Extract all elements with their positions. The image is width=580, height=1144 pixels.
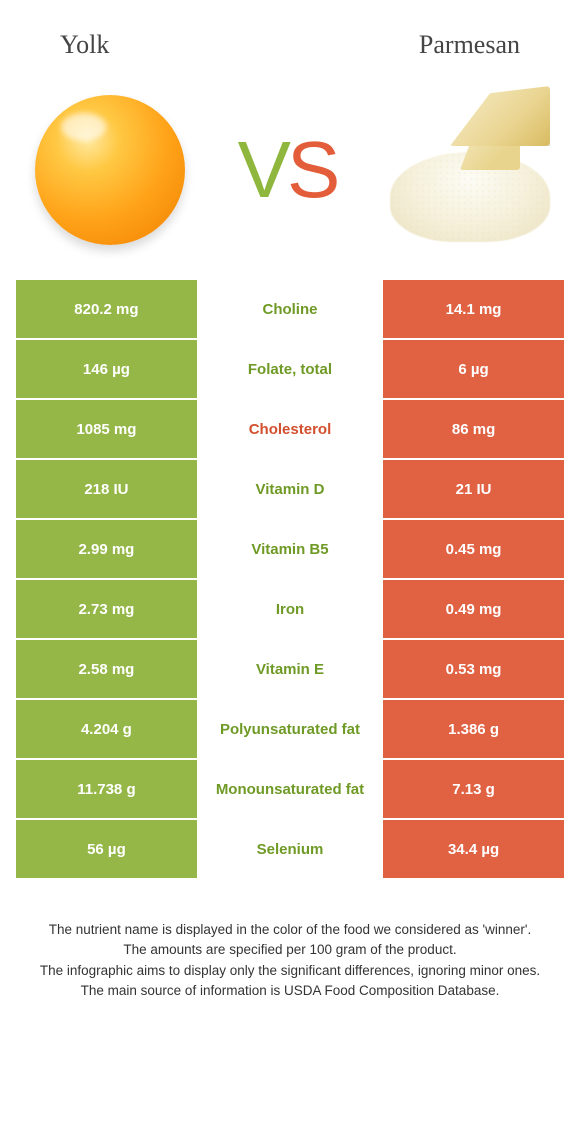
nutrient-name: Selenium [197, 820, 383, 878]
left-value: 146 µg [16, 340, 197, 398]
table-row: 146 µgFolate, total6 µg [16, 340, 564, 398]
vs-label: VS [238, 124, 343, 216]
left-value: 56 µg [16, 820, 197, 878]
left-value: 218 IU [16, 460, 197, 518]
left-food-title: Yolk [60, 30, 290, 60]
right-value: 1.386 g [383, 700, 564, 758]
nutrient-name: Vitamin E [197, 640, 383, 698]
vs-s-letter: S [287, 124, 342, 216]
vs-v-letter: V [238, 124, 293, 216]
left-value: 2.58 mg [16, 640, 197, 698]
table-row: 56 µgSelenium34.4 µg [16, 820, 564, 878]
table-row: 2.73 mgIron0.49 mg [16, 580, 564, 638]
header: Yolk Parmesan [0, 0, 580, 70]
left-value: 1085 mg [16, 400, 197, 458]
right-value: 0.49 mg [383, 580, 564, 638]
footnotes: The nutrient name is displayed in the co… [0, 880, 580, 1001]
table-row: 4.204 gPolyunsaturated fat1.386 g [16, 700, 564, 758]
footnote-line: The nutrient name is displayed in the co… [30, 920, 550, 940]
table-row: 11.738 gMonounsaturated fat7.13 g [16, 760, 564, 818]
nutrient-name: Monounsaturated fat [197, 760, 383, 818]
comparison-images: VS [0, 70, 580, 280]
table-row: 2.58 mgVitamin E0.53 mg [16, 640, 564, 698]
footnote-line: The main source of information is USDA F… [30, 981, 550, 1001]
parmesan-image [380, 80, 560, 260]
right-value: 34.4 µg [383, 820, 564, 878]
table-row: 1085 mgCholesterol86 mg [16, 400, 564, 458]
nutrient-name: Vitamin B5 [197, 520, 383, 578]
footnote-line: The infographic aims to display only the… [30, 961, 550, 981]
right-value: 7.13 g [383, 760, 564, 818]
left-value: 2.99 mg [16, 520, 197, 578]
nutrient-name: Polyunsaturated fat [197, 700, 383, 758]
nutrient-table: 820.2 mgCholine14.1 mg146 µgFolate, tota… [0, 280, 580, 878]
nutrient-name: Choline [197, 280, 383, 338]
nutrient-name: Iron [197, 580, 383, 638]
left-value: 11.738 g [16, 760, 197, 818]
right-value: 21 IU [383, 460, 564, 518]
right-value: 14.1 mg [383, 280, 564, 338]
right-value: 6 µg [383, 340, 564, 398]
right-value: 0.45 mg [383, 520, 564, 578]
left-value: 4.204 g [16, 700, 197, 758]
nutrient-name: Vitamin D [197, 460, 383, 518]
right-value: 0.53 mg [383, 640, 564, 698]
footnote-line: The amounts are specified per 100 gram o… [30, 940, 550, 960]
right-food-title: Parmesan [290, 30, 520, 60]
right-value: 86 mg [383, 400, 564, 458]
table-row: 820.2 mgCholine14.1 mg [16, 280, 564, 338]
yolk-image [20, 80, 200, 260]
table-row: 2.99 mgVitamin B50.45 mg [16, 520, 564, 578]
nutrient-name: Cholesterol [197, 400, 383, 458]
nutrient-name: Folate, total [197, 340, 383, 398]
table-row: 218 IUVitamin D21 IU [16, 460, 564, 518]
left-value: 2.73 mg [16, 580, 197, 638]
left-value: 820.2 mg [16, 280, 197, 338]
